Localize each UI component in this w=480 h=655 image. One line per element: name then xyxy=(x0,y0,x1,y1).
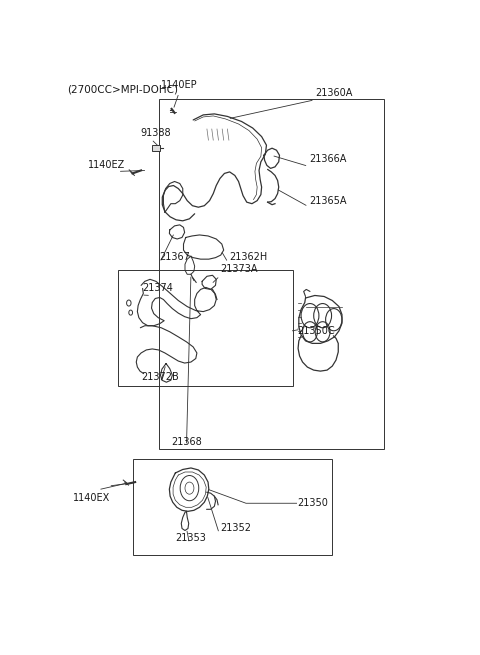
Text: (2700CC>MPI-DOHC): (2700CC>MPI-DOHC) xyxy=(67,84,179,95)
Text: 21374: 21374 xyxy=(142,283,173,293)
Text: 1140EP: 1140EP xyxy=(161,80,197,90)
Text: 21368: 21368 xyxy=(171,437,202,447)
Text: 21365A: 21365A xyxy=(309,196,347,206)
Bar xyxy=(132,459,332,555)
Text: 1140EZ: 1140EZ xyxy=(88,160,125,170)
Text: 91388: 91388 xyxy=(140,128,170,138)
Text: 21366A: 21366A xyxy=(309,155,347,164)
Text: 21367: 21367 xyxy=(160,252,191,262)
Text: 21352: 21352 xyxy=(220,523,251,533)
Text: 21373A: 21373A xyxy=(220,264,257,274)
Text: 21372B: 21372B xyxy=(142,372,180,383)
Bar xyxy=(152,145,160,151)
Bar xyxy=(118,271,292,386)
Text: 21360A: 21360A xyxy=(315,88,352,98)
Text: 1140EX: 1140EX xyxy=(73,493,110,503)
Text: 21353: 21353 xyxy=(175,533,205,542)
Text: 21362H: 21362H xyxy=(229,252,267,262)
Text: 21350C: 21350C xyxy=(297,326,335,336)
Text: 21350: 21350 xyxy=(297,498,328,508)
Bar xyxy=(158,99,384,449)
